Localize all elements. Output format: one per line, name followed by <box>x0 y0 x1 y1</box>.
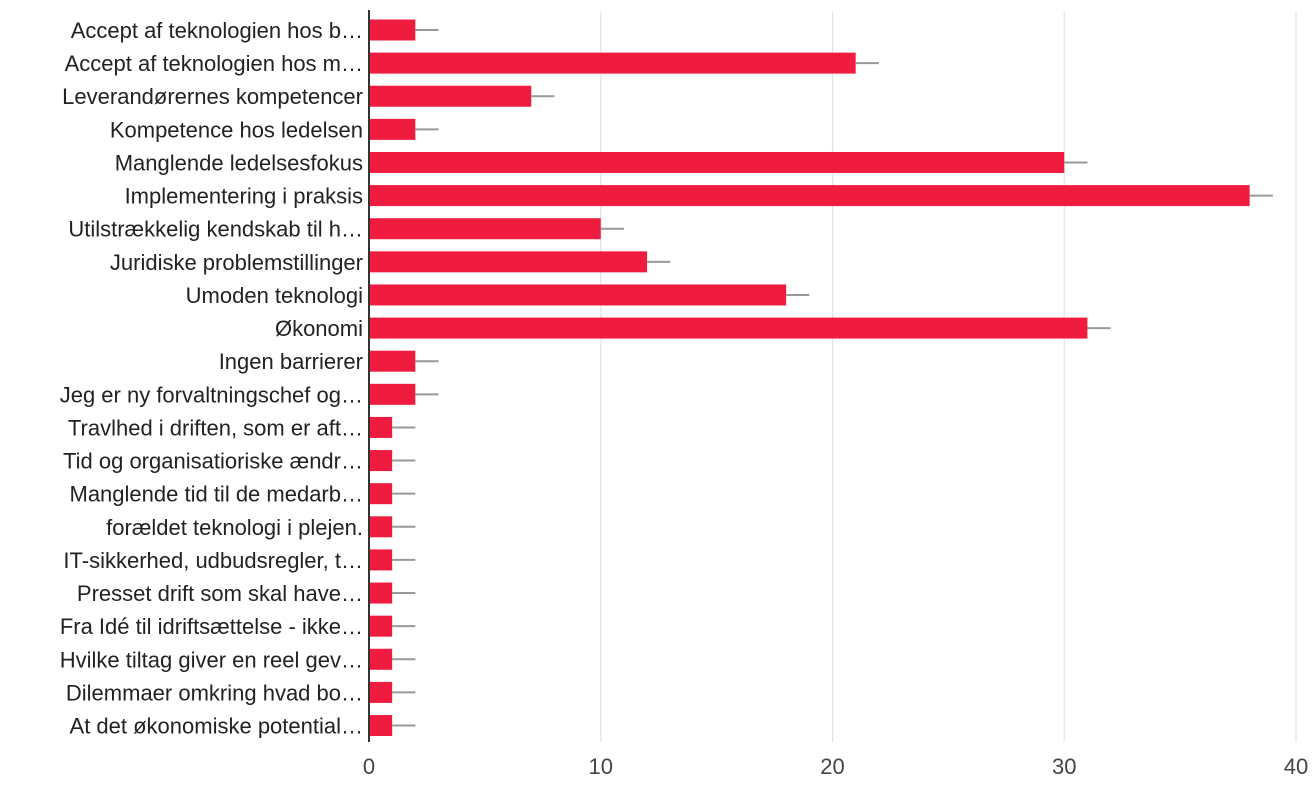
category-label-17: Presset drift som skal have… <box>77 581 363 606</box>
bar-17 <box>369 582 393 604</box>
x-tick-label-40: 40 <box>1284 754 1308 779</box>
bar-2 <box>369 85 532 107</box>
bar-11 <box>369 383 416 405</box>
category-label-14: Manglende tid til de medarb… <box>70 482 364 507</box>
x-tick-label-0: 0 <box>363 754 375 779</box>
bar-7 <box>369 251 648 273</box>
category-label-13: Tid og organisatioriske ændr… <box>63 449 363 474</box>
category-label-15: forældet teknologi i plejen. <box>106 515 363 540</box>
category-label-10: Ingen barrierer <box>219 349 363 374</box>
category-label-6: Utilstrækkelig kendskab til h… <box>68 217 363 242</box>
bar-15 <box>369 516 393 538</box>
bar-9 <box>369 317 1088 339</box>
category-label-7: Juridiske problemstillinger <box>110 250 363 275</box>
category-label-4: Manglende ledelsesfokus <box>115 150 363 175</box>
bar-0 <box>369 19 416 41</box>
x-tick-label-10: 10 <box>589 754 613 779</box>
category-label-21: At det økonomiske potential… <box>70 714 363 739</box>
bar-3 <box>369 118 416 140</box>
bar-19 <box>369 648 393 670</box>
bar-6 <box>369 218 601 240</box>
bar-8 <box>369 284 787 306</box>
x-tick-label-30: 30 <box>1052 754 1076 779</box>
category-label-1: Accept af teknologien hos m… <box>65 51 363 76</box>
category-label-2: Leverandørernes kompetencer <box>62 84 363 109</box>
bar-20 <box>369 681 393 703</box>
category-label-19: Hvilke tiltag giver en reel gev… <box>60 647 363 672</box>
bar-10 <box>369 350 416 372</box>
category-label-5: Implementering i praksis <box>125 184 363 209</box>
bar-16 <box>369 549 393 571</box>
bar-1 <box>369 52 856 74</box>
category-label-3: Kompetence hos ledelsen <box>110 117 363 142</box>
x-tick-label-20: 20 <box>820 754 844 779</box>
category-label-12: Travlhed i driften, som er aft… <box>68 415 363 440</box>
category-label-11: Jeg er ny forvaltningschef og… <box>60 382 363 407</box>
category-label-18: Fra Idé til idriftsættelse - ikke… <box>60 614 363 639</box>
bar-18 <box>369 615 393 637</box>
bar-21 <box>369 715 393 737</box>
category-label-16: IT-sikkerhed, udbudsregler, t… <box>63 548 363 573</box>
bar-4 <box>369 151 1065 173</box>
bar-5 <box>369 185 1250 207</box>
category-label-8: Umoden teknologi <box>186 283 363 308</box>
bar-12 <box>369 416 393 438</box>
category-label-9: Økonomi <box>275 316 363 341</box>
bar-14 <box>369 483 393 505</box>
category-label-0: Accept af teknologien hos b… <box>71 18 363 43</box>
bar-13 <box>369 450 393 472</box>
category-label-20: Dilemmaer omkring hvad bo… <box>66 680 363 705</box>
